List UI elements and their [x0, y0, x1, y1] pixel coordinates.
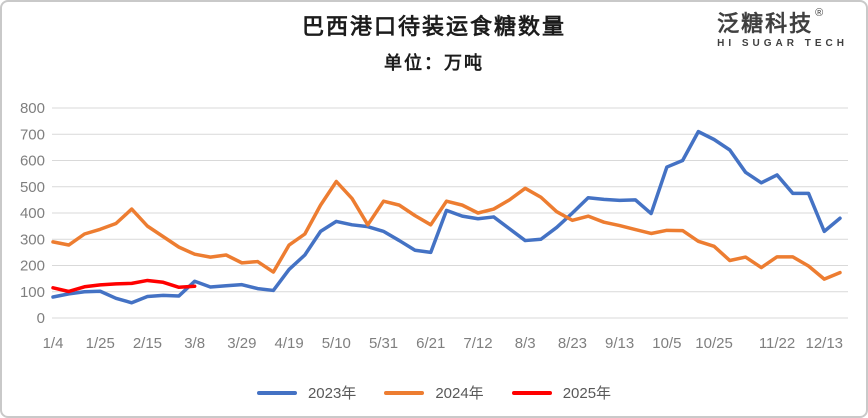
- svg-text:100: 100: [20, 284, 45, 301]
- legend-line-swatch-2023: [256, 390, 297, 395]
- chart-title: 巴西港口待装运食糖数量: [301, 14, 566, 40]
- svg-text:5/31: 5/31: [369, 335, 398, 352]
- svg-text:8/3: 8/3: [515, 335, 536, 352]
- svg-text:4/19: 4/19: [274, 335, 303, 352]
- svg-text:10/25: 10/25: [695, 335, 733, 352]
- svg-text:9/13: 9/13: [605, 335, 634, 352]
- svg-text:1/25: 1/25: [86, 335, 115, 352]
- brand-logo-cn-row: 泛糖科技 ®: [717, 7, 848, 36]
- svg-text:11/22: 11/22: [759, 335, 795, 352]
- brand-logo: 泛糖科技 ® HI SUGAR TECH: [717, 7, 848, 50]
- svg-text:500: 500: [20, 179, 45, 196]
- legend-line-swatch-2024: [384, 390, 425, 395]
- svg-text:400: 400: [20, 205, 45, 222]
- svg-text:300: 300: [20, 231, 45, 248]
- legend-item-2023: 2023年: [256, 382, 357, 403]
- svg-text:8/23: 8/23: [558, 335, 587, 352]
- svg-text:200: 200: [20, 258, 45, 275]
- legend-label-2023: 2023年: [307, 385, 357, 402]
- svg-text:700: 700: [20, 126, 45, 143]
- svg-text:12/13: 12/13: [805, 335, 843, 352]
- svg-text:1/4: 1/4: [43, 335, 64, 352]
- chart-header: 巴西港口待装运食糖数量 单位：万吨: [2, 14, 866, 75]
- svg-text:3/29: 3/29: [227, 335, 256, 352]
- svg-text:600: 600: [20, 153, 45, 170]
- registered-trademark-icon: ®: [815, 7, 824, 19]
- chart-legend: 2023年 2024年 2025年: [2, 382, 866, 403]
- svg-text:3/8: 3/8: [184, 335, 205, 352]
- svg-text:800: 800: [20, 100, 45, 117]
- svg-text:2/15: 2/15: [133, 335, 162, 352]
- legend-item-2025: 2025年: [511, 382, 612, 403]
- legend-label-2025: 2025年: [562, 385, 612, 402]
- svg-text:7/12: 7/12: [463, 335, 492, 352]
- svg-text:5/10: 5/10: [322, 335, 351, 352]
- brand-name-cn: 泛糖科技: [717, 11, 814, 36]
- legend-label-2024: 2024年: [435, 385, 484, 402]
- svg-text:6/21: 6/21: [416, 335, 445, 352]
- svg-text:10/5: 10/5: [652, 335, 681, 352]
- legend-line-swatch-2025: [511, 390, 552, 395]
- brand-name-en: HI SUGAR TECH: [717, 38, 848, 50]
- chart-unit-subtitle: 单位：万吨: [384, 53, 484, 74]
- legend-item-2024: 2024年: [384, 382, 484, 403]
- svg-text:0: 0: [37, 310, 45, 327]
